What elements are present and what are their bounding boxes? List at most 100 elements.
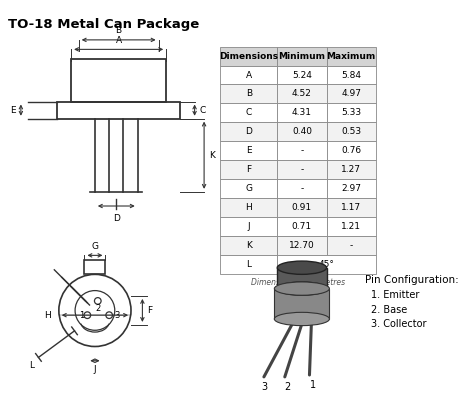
Bar — [327, 65, 376, 85]
Bar — [327, 198, 376, 217]
Bar — [57, 102, 181, 119]
Text: 2. Base: 2. Base — [371, 305, 408, 315]
Text: D: D — [245, 127, 252, 136]
Text: D: D — [113, 213, 120, 223]
Bar — [220, 65, 277, 85]
Text: B: B — [246, 89, 252, 99]
Text: 0.76: 0.76 — [341, 146, 361, 156]
Text: 2: 2 — [284, 381, 291, 392]
Bar — [277, 122, 327, 142]
Text: 4.31: 4.31 — [292, 109, 312, 117]
Text: E: E — [10, 106, 16, 115]
Ellipse shape — [277, 261, 327, 275]
Ellipse shape — [277, 282, 327, 295]
Bar — [220, 217, 277, 236]
Bar — [327, 180, 376, 198]
Bar — [327, 122, 376, 142]
Text: 45°: 45° — [319, 261, 335, 269]
Text: K: K — [246, 241, 252, 251]
Bar — [274, 288, 329, 319]
Text: 5.33: 5.33 — [341, 109, 361, 117]
Text: 2: 2 — [95, 304, 100, 313]
Bar — [220, 236, 277, 255]
Text: -: - — [350, 241, 353, 251]
Circle shape — [106, 312, 112, 318]
Bar — [220, 103, 277, 122]
Text: Maximum: Maximum — [327, 51, 376, 61]
Text: Pin Configuration:: Pin Configuration: — [365, 275, 459, 285]
Text: C: C — [200, 106, 206, 115]
Text: 3: 3 — [261, 381, 267, 392]
Text: G: G — [91, 242, 99, 251]
Text: C: C — [246, 109, 252, 117]
Text: L: L — [29, 361, 34, 370]
Text: 5.24: 5.24 — [292, 71, 312, 79]
Text: TO-18 Metal Can Package: TO-18 Metal Can Package — [8, 18, 199, 31]
Bar — [327, 103, 376, 122]
Text: -: - — [300, 166, 303, 174]
Bar — [277, 217, 327, 236]
Bar — [277, 142, 327, 160]
Text: Minimum: Minimum — [278, 51, 325, 61]
Text: 0.91: 0.91 — [292, 203, 312, 212]
Bar — [277, 65, 327, 85]
Ellipse shape — [274, 282, 329, 295]
Text: 0.53: 0.53 — [341, 127, 361, 136]
Bar — [277, 180, 327, 198]
Text: H: H — [45, 311, 51, 320]
Text: Dimensions : Millimetres: Dimensions : Millimetres — [251, 278, 345, 287]
Text: B: B — [116, 26, 122, 35]
Bar — [277, 198, 327, 217]
Bar — [277, 47, 327, 65]
Text: -: - — [300, 184, 303, 194]
Text: L: L — [246, 261, 251, 269]
Text: 0.71: 0.71 — [292, 222, 312, 231]
Text: J: J — [94, 365, 96, 375]
Text: 4.97: 4.97 — [341, 89, 361, 99]
Text: A: A — [116, 36, 122, 45]
Text: 1: 1 — [79, 311, 84, 320]
Bar — [327, 85, 376, 103]
Text: G: G — [245, 184, 252, 194]
Bar — [327, 142, 376, 160]
Text: 0.40: 0.40 — [292, 127, 312, 136]
Bar — [327, 217, 376, 236]
Bar — [220, 122, 277, 142]
Text: -: - — [300, 146, 303, 156]
Bar — [220, 85, 277, 103]
Bar — [220, 160, 277, 180]
Text: E: E — [246, 146, 252, 156]
Text: A: A — [246, 71, 252, 79]
Text: 12.70: 12.70 — [289, 241, 315, 251]
Bar — [327, 160, 376, 180]
Bar — [277, 85, 327, 103]
Bar — [220, 198, 277, 217]
Bar — [327, 236, 376, 255]
Circle shape — [94, 298, 101, 304]
Text: 5.84: 5.84 — [341, 71, 361, 79]
Bar — [220, 47, 277, 65]
Bar — [327, 47, 376, 65]
Text: F: F — [246, 166, 251, 174]
Ellipse shape — [274, 312, 329, 326]
Bar — [277, 268, 327, 288]
Bar — [220, 180, 277, 198]
Bar — [277, 255, 376, 275]
Text: 4.52: 4.52 — [292, 89, 312, 99]
Text: H: H — [246, 203, 252, 212]
Text: Dimensions: Dimensions — [219, 51, 278, 61]
Text: 2.97: 2.97 — [341, 184, 361, 194]
Bar — [277, 103, 327, 122]
Text: J: J — [247, 222, 250, 231]
Text: 1: 1 — [310, 380, 316, 390]
Text: 1.27: 1.27 — [341, 166, 361, 174]
Circle shape — [84, 312, 91, 318]
Text: 3. Collector: 3. Collector — [371, 319, 427, 329]
Bar — [220, 142, 277, 160]
Text: 1.17: 1.17 — [341, 203, 361, 212]
Text: 3: 3 — [114, 311, 119, 320]
Bar — [220, 255, 277, 275]
Bar — [71, 59, 166, 102]
Bar — [277, 236, 327, 255]
Text: 1.21: 1.21 — [341, 222, 361, 231]
